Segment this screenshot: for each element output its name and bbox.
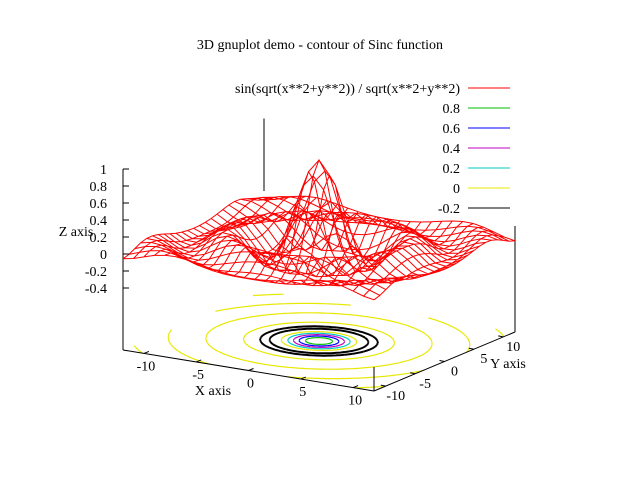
y-axis-label: Y axis	[490, 357, 526, 372]
legend-label: sin(sqrt(x**2+y**2)) / sqrt(x**2+y**2)	[235, 82, 460, 97]
legend-label: 0.6	[443, 122, 461, 137]
x-tick-label: -10	[137, 359, 156, 374]
contour-level-0_4	[292, 334, 346, 348]
contour-level-0_6	[298, 335, 340, 347]
axes-frame	[122, 118, 516, 392]
legend-label: 0.2	[443, 162, 461, 177]
surface-wireframe	[122, 158, 516, 301]
x-tick-mark	[248, 368, 254, 371]
chart-title: 3D gnuplot demo - contour of Sinc functi…	[197, 38, 443, 53]
y-tick-mark	[410, 372, 416, 375]
y-tick-mark	[468, 347, 474, 350]
y-tick-mark	[498, 335, 504, 338]
x-tick-label: 5	[299, 385, 306, 400]
z-axis-label: Z axis	[59, 225, 94, 240]
x-tick-label: -5	[192, 368, 204, 383]
y-tick-label: -5	[419, 377, 431, 392]
legend-label: 0	[453, 182, 460, 197]
z-tick-label: 0.2	[90, 231, 108, 246]
y-tick-label: -10	[386, 389, 405, 404]
x-tick-mark	[352, 385, 359, 389]
z-tick-label: 1	[100, 163, 107, 178]
base-contours	[133, 293, 505, 389]
z-tick-label: 0	[100, 248, 107, 263]
z-tick-label: 0.8	[90, 180, 108, 195]
x-tick-label: 10	[348, 394, 362, 409]
x-tick-mark	[143, 350, 150, 354]
x-tick-mark	[196, 359, 202, 363]
x-tick-mark	[300, 376, 306, 380]
legend: sin(sqrt(x**2+y**2)) / sqrt(x**2+y**2) 0.…	[235, 82, 510, 217]
y-tick-label: 5	[480, 352, 487, 367]
legend-label: -0.2	[438, 202, 460, 217]
axis-ticks: -10 -5 0 5 10 -10 -5 0 5 10 1 0.8 0.6 0.4 0.2 0 -0.2 -0.4	[85, 163, 520, 409]
z-tick-label: 0.6	[90, 197, 108, 212]
y-tick-label: 0	[451, 365, 458, 380]
z-tick-label: 0.4	[90, 214, 108, 229]
y-tick-label: 10	[506, 340, 520, 355]
z-tick-label: -0.4	[85, 282, 107, 297]
y-tick-mark	[439, 360, 445, 362]
x-axis-label: X axis	[195, 384, 231, 399]
contour-level-neg0_2	[259, 325, 379, 357]
legend-label: 0.8	[443, 102, 461, 117]
x-tick-label: 0	[247, 377, 254, 392]
contour-level-0_2	[287, 332, 351, 350]
z-tick-label: -0.2	[85, 265, 107, 280]
surface-mesh	[122, 158, 516, 301]
legend-label: 0.4	[443, 142, 461, 157]
contour-level-0	[133, 293, 505, 389]
y-tick-mark	[380, 384, 386, 387]
contour-level-0_8	[304, 337, 334, 345]
